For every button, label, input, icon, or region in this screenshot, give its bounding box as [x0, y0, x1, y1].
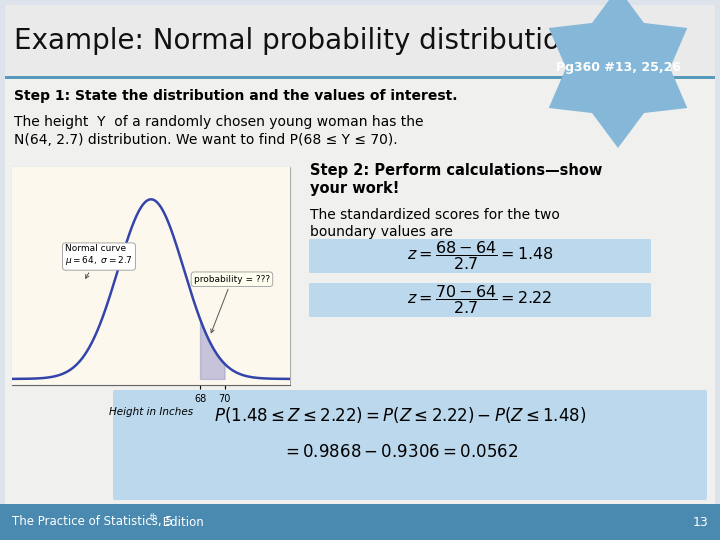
Bar [5, 40, 715, 505]
Text: boundary values are: boundary values are [310, 225, 453, 239]
FancyBboxPatch shape [309, 239, 651, 273]
Polygon shape [549, 0, 688, 148]
Text: The standardized scores for the two: The standardized scores for the two [310, 208, 560, 222]
Text: Pg360 #13, 25,26: Pg360 #13, 25,26 [556, 62, 680, 75]
Text: The height  Y  of a randomly chosen young woman has the: The height Y of a randomly chosen young … [14, 115, 423, 129]
Text: Step 2: Perform calculations—show: Step 2: Perform calculations—show [310, 163, 603, 178]
Text: probability = ???: probability = ??? [194, 275, 270, 333]
Text: $z = \dfrac{68-64}{2.7} = 1.48$: $z = \dfrac{68-64}{2.7} = 1.48$ [407, 240, 554, 273]
Text: $\mathit{P}(1.48 \leq Z \leq 2.22) = \mathit{P}(Z \leq 2.22) - \mathit{P}(Z \leq: $\mathit{P}(1.48 \leq Z \leq 2.22) = \ma… [214, 405, 586, 425]
Text: Step 1: State the distribution and the values of interest.: Step 1: State the distribution and the v… [14, 89, 457, 103]
X-axis label: Height in Inches: Height in Inches [109, 407, 193, 417]
Text: 13: 13 [692, 516, 708, 529]
Bar [5, 5, 715, 77]
Text: your work!: your work! [310, 180, 400, 195]
Bar [5, 76, 715, 79]
Text: Edition: Edition [159, 516, 204, 529]
Text: The Practice of Statistics, 5: The Practice of Statistics, 5 [12, 516, 173, 529]
Text: N(64, 2.7) distribution. We want to find P(68 ≤ Y ≤ 70).: N(64, 2.7) distribution. We want to find… [14, 133, 397, 147]
Bar [0, 504, 720, 540]
FancyBboxPatch shape [113, 390, 707, 500]
Text: $= 0.9868 - 0.9306 = 0.0562$: $= 0.9868 - 0.9306 = 0.0562$ [282, 443, 518, 461]
Text: Example: Normal probability distributions: Example: Normal probability distribution… [14, 27, 592, 55]
Text: Normal curve
$\mu = 64,\ \sigma = 2.7$: Normal curve $\mu = 64,\ \sigma = 2.7$ [66, 244, 132, 278]
Bar [12, 167, 290, 385]
Text: th: th [150, 514, 158, 523]
FancyBboxPatch shape [309, 283, 651, 317]
Text: $z = \dfrac{70-64}{2.7} = 2.22$: $z = \dfrac{70-64}{2.7} = 2.22$ [408, 284, 552, 316]
